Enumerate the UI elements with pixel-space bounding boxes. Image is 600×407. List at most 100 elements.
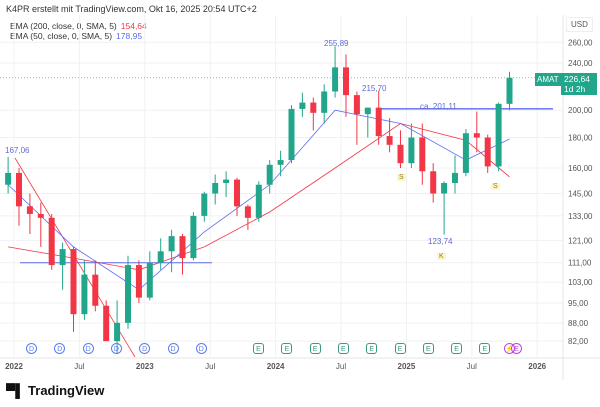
dividend-marker[interactable]: D	[139, 343, 151, 354]
candle-body	[5, 172, 12, 185]
x-tick-label: Jul	[205, 362, 215, 371]
candle-body	[419, 137, 426, 172]
earnings-marker[interactable]: E	[451, 343, 463, 354]
candle-body	[135, 265, 142, 298]
candle-body	[223, 179, 230, 184]
dividend-marker[interactable]: D	[82, 343, 94, 354]
y-tick-label: 95,00	[568, 299, 589, 308]
y-tick-label: 260,00	[568, 38, 593, 47]
x-tick-label: 2026	[528, 362, 546, 371]
candle-body	[364, 107, 371, 115]
legend-label: EMA (50, close, 0, SMA, 5)	[10, 31, 113, 41]
candle-body	[190, 215, 197, 259]
candle-body	[386, 136, 393, 145]
upcoming-event-marker[interactable]: E	[511, 343, 522, 354]
dividend-marker[interactable]: D	[26, 343, 37, 354]
legend-ema50[interactable]: EMA (50, close, 0, SMA, 5) 178,95	[10, 31, 142, 41]
x-tick-label: Jul	[74, 362, 84, 371]
annotation-high-2: 215,70	[362, 84, 387, 93]
annotation-high-2021: 167,06	[5, 146, 30, 155]
candle-body	[375, 107, 382, 137]
candle-body	[462, 133, 469, 173]
candle-body	[473, 133, 480, 138]
candle-body	[266, 164, 273, 185]
x-tick-label: Jul	[336, 362, 346, 371]
candle-body	[299, 102, 306, 109]
annotation-level: ca. 201,11	[420, 102, 457, 111]
candle-body	[48, 217, 55, 266]
candle-body	[157, 251, 164, 263]
candle-body	[125, 265, 131, 323]
candle-body	[92, 274, 99, 306]
earnings-marker[interactable]: E	[366, 343, 378, 354]
candle-body	[321, 91, 328, 113]
candle-body	[81, 274, 88, 315]
legend-value: 178,95	[116, 31, 143, 41]
annotation-ath: 255,89	[324, 39, 349, 48]
y-tick-label: 133,00	[568, 212, 593, 221]
earnings-marker[interactable]: E	[337, 343, 349, 354]
logo-icon: ▀▌	[6, 383, 25, 398]
x-tick-label: 2025	[398, 362, 416, 371]
y-tick-label: 88,00	[568, 319, 589, 328]
candle-body	[288, 108, 295, 161]
candle-body	[484, 137, 491, 167]
candle-body	[244, 206, 251, 218]
tradingview-logo[interactable]: ▀▌ TradingView	[6, 383, 104, 398]
x-tick-label: 2023	[136, 362, 154, 371]
y-tick-label: 145,00	[568, 190, 593, 199]
earnings-marker[interactable]: E	[253, 343, 264, 354]
last-price: 226,64	[564, 74, 590, 84]
candle-body	[343, 67, 349, 96]
price-chart[interactable]: 260,00 240,00 200,00 180,00 160,00 145,00 133,…	[0, 0, 600, 380]
candle-body	[277, 160, 284, 165]
marker-s[interactable]: S	[397, 174, 406, 181]
legend-label: EMA (200, close, 0, SMA, 5)	[10, 21, 117, 31]
last-price-label: 226,64 1d 2h	[561, 73, 597, 95]
y-tick-label: 180,00	[568, 134, 593, 143]
dividend-marker[interactable]: D	[54, 343, 66, 354]
candle-body	[146, 262, 153, 298]
marker-s[interactable]: S	[491, 183, 500, 190]
candle-body	[168, 236, 175, 252]
x-tick-label: Jul	[467, 362, 477, 371]
candle-body	[310, 102, 317, 113]
candle-body	[103, 305, 110, 342]
candle-body	[441, 183, 448, 194]
candle-body	[452, 172, 458, 184]
candle-body	[37, 213, 44, 218]
candle-body	[201, 193, 208, 216]
symbol-tag: AMAT	[535, 73, 561, 86]
currency-label[interactable]: USD	[566, 17, 593, 32]
annotation-low: 123,74	[428, 237, 453, 246]
candle-body	[179, 236, 186, 259]
dividend-marker[interactable]: D	[110, 343, 122, 354]
candle-body	[397, 144, 404, 164]
y-tick-label: 121,00	[568, 236, 593, 245]
y-tick-label: 160,00	[568, 164, 593, 173]
candle-body	[506, 77, 513, 104]
candle-body	[430, 171, 437, 194]
candle-body	[495, 103, 502, 167]
dividend-marker[interactable]: D	[195, 343, 207, 354]
candle-body	[16, 172, 22, 207]
earnings-marker[interactable]: E	[309, 343, 321, 354]
earnings-marker[interactable]: E	[479, 343, 491, 354]
candle-body	[212, 183, 219, 194]
dividend-marker[interactable]: D	[167, 343, 179, 354]
y-tick-label: 82,00	[568, 337, 589, 346]
legend-value: 154,64	[120, 21, 147, 31]
x-tick-label: 2022	[5, 362, 23, 371]
candle-body	[114, 322, 121, 342]
earnings-marker[interactable]: E	[281, 343, 293, 354]
candle-body	[70, 249, 77, 315]
candle-body	[255, 184, 262, 218]
marker-k[interactable]: K	[437, 253, 446, 260]
earnings-marker[interactable]: E	[422, 343, 434, 354]
legend-ema200[interactable]: EMA (200, close, 0, SMA, 5) 154,64	[10, 21, 147, 31]
candle-body	[59, 249, 66, 266]
candle-body	[353, 95, 360, 115]
earnings-marker[interactable]: E	[394, 343, 406, 354]
logo-text: TradingView	[28, 383, 105, 398]
chart-header: K4PR erstellt mit TradingView.com, Okt 1…	[6, 4, 257, 14]
